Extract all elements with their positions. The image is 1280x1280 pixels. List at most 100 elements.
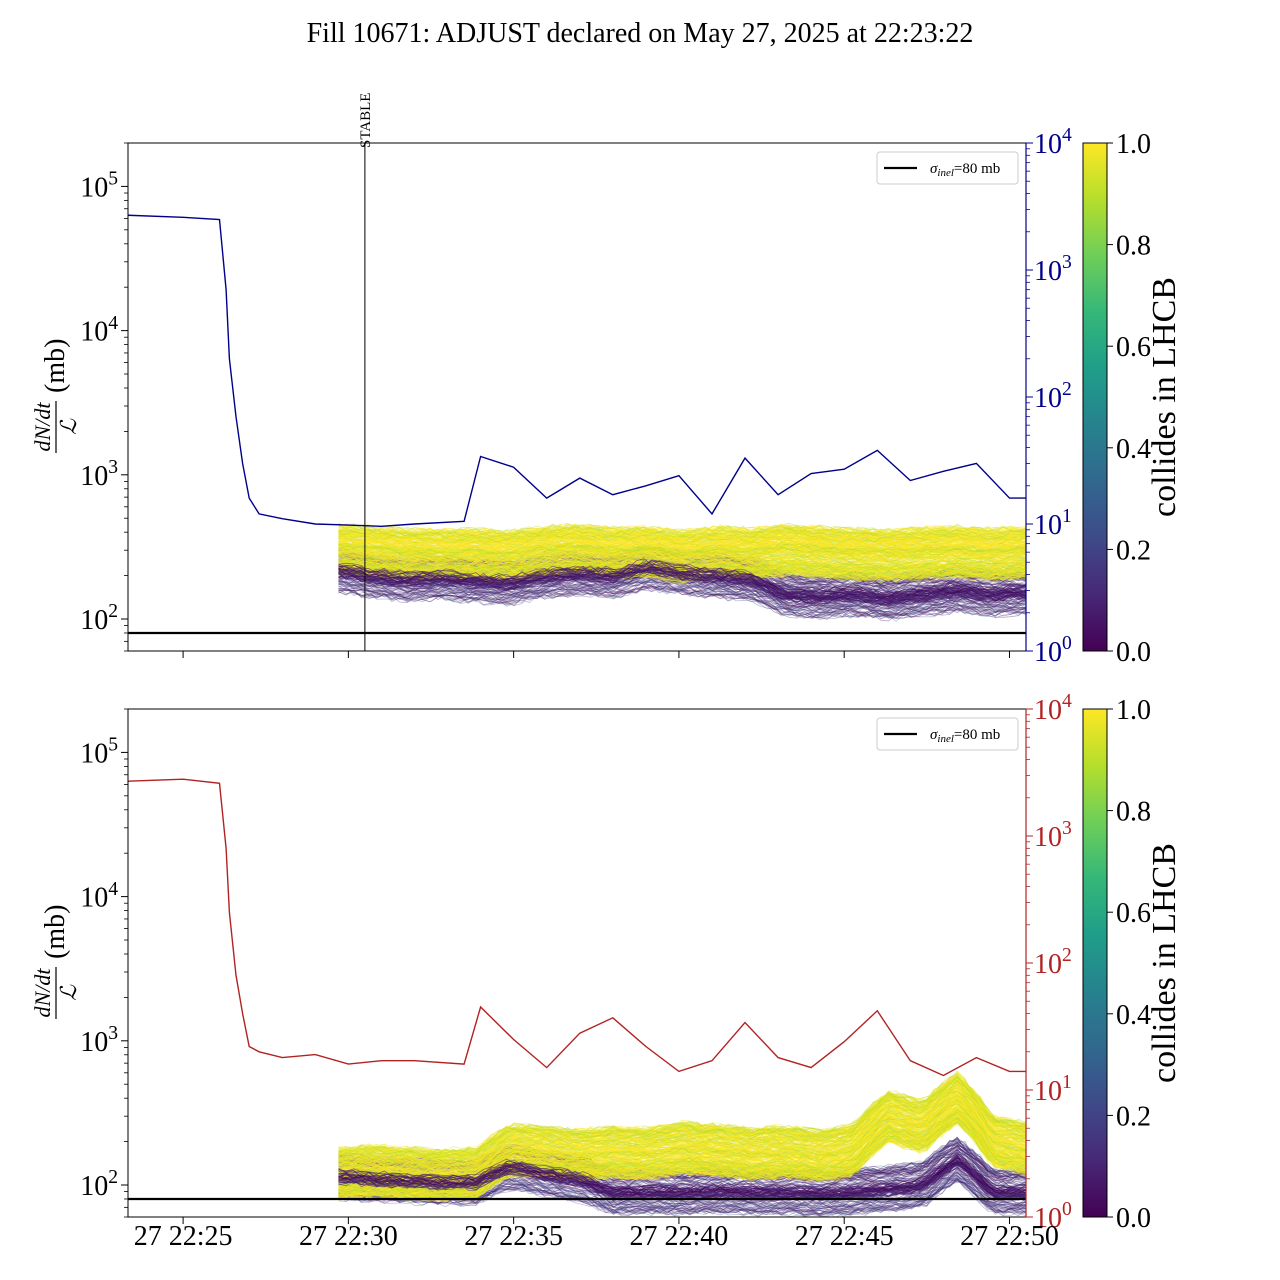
y2-tick-label: 103: [1034, 252, 1072, 287]
colorbar-tick-label: 0.8: [1116, 797, 1151, 828]
bunch-trace: [338, 544, 1026, 558]
bunch-trace: [338, 1082, 1026, 1161]
y-tick-label: 105: [80, 169, 118, 204]
bunch-trace: [338, 523, 1026, 536]
bunch-trace: [338, 537, 1026, 551]
legend-box: [876, 717, 1019, 751]
bunch-trace: [338, 526, 1026, 539]
bunch-trace: [338, 537, 1026, 551]
bunch-trace: [338, 528, 1026, 541]
bunch-trace: [338, 1098, 1026, 1178]
bunch-trace: [338, 1177, 1026, 1214]
bunch-trace: [338, 554, 1026, 565]
bunch-trace: [338, 561, 1026, 574]
bunch-trace: [338, 546, 1026, 585]
bunch-trace: [338, 582, 1026, 617]
bunch-trace: [338, 1077, 1026, 1162]
bunch-trace: [338, 554, 1026, 567]
bunch-trace: [338, 1090, 1026, 1169]
colorbar-tick-label: 1.0: [1116, 695, 1151, 726]
bunch-trace: [338, 546, 1026, 559]
bunch-trace: [338, 553, 1026, 588]
bunch-trace: [338, 1174, 1026, 1210]
bunch-trace: [338, 1123, 1026, 1202]
bunch-trace: [338, 1142, 1026, 1179]
bunch-trace: [338, 1121, 1026, 1200]
bunch-trace: [338, 1080, 1026, 1158]
bunch-trace: [338, 1090, 1026, 1172]
bunch-trace: [338, 1070, 1026, 1154]
bunch-trace: [338, 539, 1026, 553]
bunch-trace: [338, 544, 1026, 557]
colorbar-tick-label: 0.4: [1116, 1000, 1151, 1031]
bunch-trace: [338, 1177, 1026, 1217]
bunch-trace: [338, 1158, 1026, 1193]
bunch-trace: [338, 585, 1026, 620]
bunch-trace: [338, 523, 1026, 536]
noncolliding-core-traces: [338, 558, 1026, 607]
bunch-trace: [338, 568, 1026, 602]
bunch-trace: [338, 557, 1026, 572]
bunch-trace: [338, 1097, 1026, 1176]
bunch-trace: [338, 549, 1026, 582]
bunch-trace: [338, 534, 1026, 548]
bunch-trace: [338, 543, 1026, 557]
bunch-trace: [338, 1121, 1026, 1202]
y-label-unit: (mb): [40, 905, 71, 959]
bunch-trace: [338, 540, 1026, 553]
bunch-trace: [338, 1117, 1026, 1194]
y-tick-label: 103: [80, 457, 118, 492]
bunch-trace: [338, 1109, 1026, 1193]
bunch-trace: [338, 543, 1026, 557]
bunch-trace: [338, 537, 1026, 550]
bunch-trace: [338, 583, 1026, 617]
bunch-trace: [338, 1116, 1026, 1195]
bunch-trace: [338, 531, 1026, 544]
bunch-trace: [338, 585, 1026, 622]
bunch-trace: [338, 533, 1026, 546]
bunch-trace: [338, 1091, 1026, 1174]
bunch-trace: [338, 1121, 1026, 1199]
bunch-trace: [338, 1121, 1026, 1202]
bunch-trace: [338, 526, 1026, 539]
y-label-denominator: ℒ: [56, 418, 81, 435]
bunch-trace: [338, 530, 1026, 544]
bunch-trace: [338, 556, 1026, 569]
bunch-trace: [338, 1136, 1026, 1176]
x-tick-label: 27 22:50: [960, 1221, 1059, 1252]
bunch-trace: [338, 1143, 1026, 1179]
bunch-trace: [338, 573, 1026, 610]
bunch-trace: [338, 530, 1026, 541]
bunch-trace: [338, 527, 1026, 542]
bunch-trace: [338, 526, 1026, 541]
bunch-trace: [338, 540, 1026, 554]
bunch-trace: [338, 548, 1026, 559]
bunch-trace: [338, 1084, 1026, 1166]
bunch-trace: [338, 533, 1026, 546]
bunch-trace: [338, 1117, 1026, 1200]
bunch-trace: [338, 1088, 1026, 1168]
bunch-trace: [338, 1076, 1026, 1156]
y-tick-label: 104: [80, 313, 118, 348]
bunch-trace: [338, 553, 1026, 586]
bunch-trace: [338, 1075, 1026, 1159]
bunch-trace: [338, 1073, 1026, 1154]
bunch-trace: [338, 545, 1026, 559]
bunch-trace: [338, 543, 1026, 556]
bunch-trace: [338, 1079, 1026, 1157]
bunch-trace: [338, 1080, 1026, 1161]
colorbar-tick-label: 0.0: [1116, 1203, 1151, 1234]
bunch-trace: [338, 1114, 1026, 1194]
bunch-trace: [338, 1172, 1026, 1211]
bunch-trace: [338, 1083, 1026, 1163]
bunch-trace: [338, 548, 1026, 583]
bunch-trace: [338, 523, 1026, 536]
bunch-trace: [338, 1091, 1026, 1174]
bunch-trace: [338, 1117, 1026, 1197]
bunch-trace: [338, 1091, 1026, 1172]
bunch-trace: [338, 541, 1026, 556]
bunch-trace: [338, 575, 1026, 612]
bunch-trace: [338, 535, 1026, 549]
bunch-trace: [338, 1119, 1026, 1197]
bunch-trace: [338, 1084, 1026, 1165]
